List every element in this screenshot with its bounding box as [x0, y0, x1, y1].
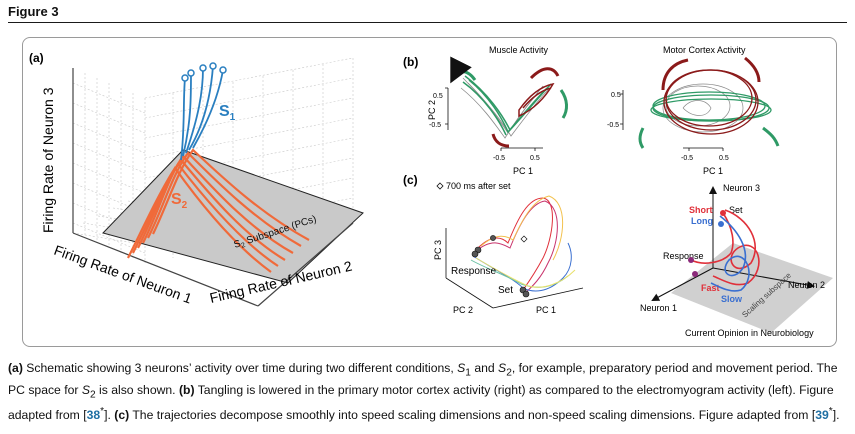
svg-text:Fast: Fast — [701, 283, 720, 293]
muscle-plot: 0.5 -0.5 -0.5 0.5 PC 2 PC 1 — [427, 56, 568, 176]
muscle-title: Muscle Activity — [489, 45, 549, 55]
svg-text:Response: Response — [663, 251, 704, 261]
svg-text:PC 2: PC 2 — [427, 100, 437, 120]
svg-text:0.5: 0.5 — [611, 92, 621, 99]
svg-text:PC 1: PC 1 — [536, 305, 556, 315]
svg-text:PC 2: PC 2 — [453, 305, 473, 315]
figure-title: Figure 3 — [8, 4, 59, 19]
svg-text:Slow: Slow — [721, 294, 743, 304]
svg-text:0.5: 0.5 — [530, 155, 540, 162]
pca-plot: PC 3 PC 2 PC 1 Response Set — [433, 195, 584, 315]
figure-svg: (a) S1 S2 S2 Subspace (PCs) Firing Rate … — [29, 45, 833, 338]
s2-label: S2 — [171, 191, 188, 211]
panel-a-label: (a) — [29, 51, 44, 65]
axis-neuron1 — [72, 232, 259, 307]
svg-text:Short: Short — [689, 205, 713, 215]
svg-text:Neuron 2: Neuron 2 — [788, 280, 825, 290]
svg-text:-0.5: -0.5 — [493, 155, 505, 162]
svg-text:-0.5: -0.5 — [607, 122, 619, 129]
axis-neuron2 — [257, 222, 354, 307]
ref-39-link[interactable]: 39 — [815, 407, 829, 422]
svg-text:PC 1: PC 1 — [703, 166, 723, 176]
ref-38-link[interactable]: 38 — [86, 407, 101, 422]
journal-credit: Current Opinion in Neurobiology — [685, 328, 814, 338]
title-rule — [8, 22, 847, 23]
svg-text:Neuron 3: Neuron 3 — [723, 183, 760, 193]
s2-trajectories — [127, 148, 310, 273]
figure-panel: (a) S1 S2 S2 Subspace (PCs) Firing Rate … — [22, 37, 837, 347]
cortex-title: Motor Cortex Activity — [663, 45, 746, 55]
svg-text:PC 3: PC 3 — [433, 240, 443, 260]
svg-text:700 ms after set: 700 ms after set — [446, 181, 511, 191]
panel-b-label: (b) — [403, 55, 418, 69]
svg-text:Set: Set — [498, 285, 513, 296]
svg-text:Neuron 1: Neuron 1 — [640, 303, 677, 313]
svg-text:Set: Set — [729, 205, 743, 215]
s1-trajectories — [180, 65, 224, 161]
s1-label: S1 — [219, 103, 236, 123]
svg-text:-0.5: -0.5 — [429, 122, 441, 129]
svg-text:-0.5: -0.5 — [681, 155, 693, 162]
legend-700ms: 700 ms after set — [436, 181, 511, 191]
y-axis-label: Firing Rate of Neuron 3 — [40, 87, 56, 233]
svg-text:0.5: 0.5 — [719, 155, 729, 162]
svg-text:PC 1: PC 1 — [513, 166, 533, 176]
cortex-plot: 0.5 -0.5 -0.5 0.5 PC 1 — [607, 56, 780, 176]
svg-text:0.5: 0.5 — [433, 93, 443, 100]
figure-caption: (a) Schematic showing 3 neurons’ activit… — [8, 361, 840, 422]
panel-c-label: (c) — [403, 173, 418, 187]
neuron-space-plot: Neuron 3 Neuron 1 Neuron 2 Set Short Lon… — [640, 183, 833, 333]
svg-text:Long: Long — [691, 216, 713, 226]
svg-text:Response: Response — [451, 266, 496, 277]
s1-endpoints — [181, 62, 227, 82]
